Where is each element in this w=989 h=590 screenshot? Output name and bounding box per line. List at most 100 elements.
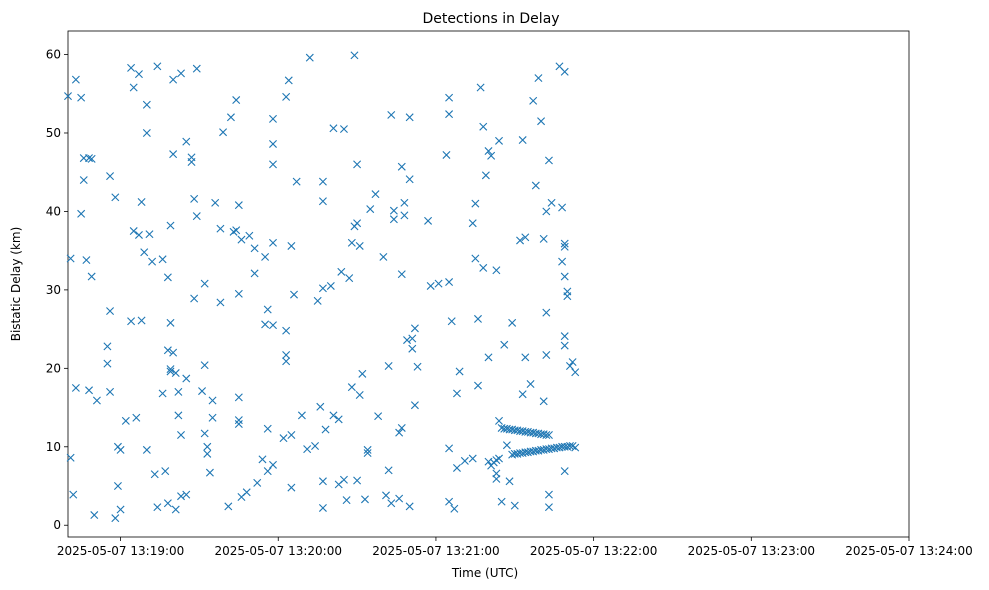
y-axis: 0 10 20 30 40 50 60 [46,48,68,532]
data-point [203,449,212,458]
data-point [90,511,99,520]
data-point [253,478,262,487]
data-point [200,361,209,370]
data-point [284,76,293,85]
data-point [337,267,346,276]
data-point [476,83,485,92]
data-point [216,224,225,233]
data-point [484,353,493,362]
data-point [190,194,199,203]
data-point [318,284,327,293]
data-point [526,380,535,389]
data-point [142,100,151,109]
data-point [148,257,157,266]
data-point [282,326,291,335]
data-point [153,503,162,512]
data-point [64,92,72,101]
data-point [169,150,178,159]
data-point [339,125,348,134]
data-point [510,501,519,510]
data-point [497,497,506,506]
data-point [237,235,246,244]
data-point [200,279,209,288]
data-point [426,281,435,290]
data-point [434,279,443,288]
data-point [269,160,277,169]
data-point [106,387,115,396]
data-point [287,241,296,250]
data-point [560,272,569,281]
data-point [224,502,233,511]
data-point [326,281,335,290]
data-point [305,53,314,62]
data-point [169,348,178,357]
data-point [544,503,553,512]
data-point [410,401,419,410]
data-point [544,156,553,165]
data-point [560,332,569,341]
data-point [71,383,80,392]
data-point [318,197,327,206]
data-point [347,238,356,247]
data-point [539,397,548,406]
data-point [163,346,172,355]
y-axis-label: Bistatic Delay (km) [9,227,23,342]
data-point [192,64,201,73]
data-point [127,63,136,72]
data-point [303,445,312,454]
data-point [487,151,496,160]
data-point [121,416,130,425]
data-point [103,342,112,351]
data-point [371,190,380,199]
data-point [473,381,482,390]
data-point [116,505,125,514]
data-point [279,434,288,443]
x-tick-label: 2025-05-07 13:20:00 [215,544,342,558]
data-point [516,236,525,245]
data-point [177,492,185,501]
data-point [560,467,569,476]
data-point [203,442,212,451]
data-point [261,320,270,329]
data-point [161,467,170,476]
data-point [353,219,362,228]
data-point [127,317,136,326]
data-point [263,424,272,433]
data-point [292,177,301,186]
data-point [106,307,115,316]
data-point [261,252,270,261]
data-point [234,289,243,298]
data-point [66,453,75,462]
data-point [87,272,96,281]
data-point [389,215,398,224]
data-point [382,491,390,500]
x-axis-label: Time (UTC) [451,566,518,580]
data-point [502,441,511,450]
data-point [384,466,393,475]
data-point [347,383,356,392]
data-point [479,263,488,272]
data-point [177,69,185,78]
data-point [316,402,325,411]
data-point [531,181,540,190]
y-tick-label: 20 [46,361,61,375]
data-point [492,474,501,483]
data-point [558,257,567,266]
data-point [129,83,138,92]
data-point [473,314,482,323]
data-point [565,361,574,370]
data-point [211,198,220,207]
data-point [258,455,267,464]
data-point [395,428,404,437]
data-point [182,374,191,383]
data-point [518,136,527,145]
data-point [495,454,504,463]
data-point [481,171,490,180]
data-point [318,477,327,486]
data-point [342,496,351,505]
data-point [544,431,553,440]
data-point [334,415,343,424]
data-point [166,367,175,376]
data-point [410,324,419,333]
data-point [558,203,567,212]
